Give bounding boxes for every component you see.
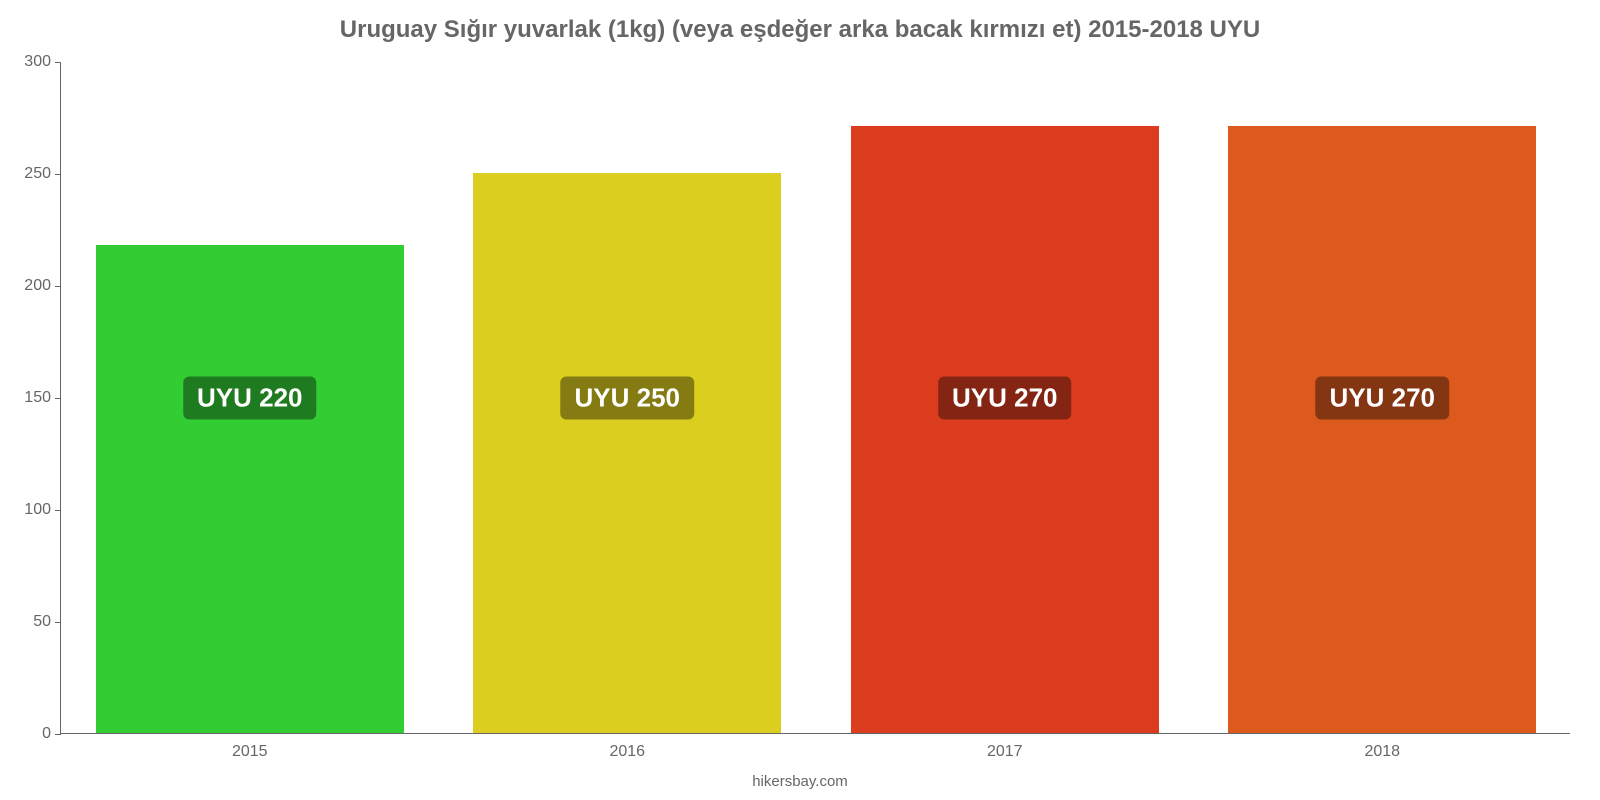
- bar-value-label: UYU 270: [938, 377, 1072, 420]
- bar-value-label: UYU 220: [183, 377, 317, 420]
- x-tick-label: 2018: [1364, 733, 1400, 761]
- bar-value-label: UYU 250: [561, 377, 695, 420]
- bar: [1228, 126, 1536, 733]
- y-tick-mark: [55, 286, 61, 287]
- y-tick-mark: [55, 510, 61, 511]
- bar-value-label: UYU 270: [1316, 377, 1450, 420]
- plot-area: 0501001502002503002015UYU 2202016UYU 250…: [60, 62, 1570, 734]
- bar: [96, 245, 404, 733]
- y-tick-mark: [55, 62, 61, 63]
- chart-container: Uruguay Sığır yuvarlak (1kg) (veya eşdeğ…: [0, 0, 1600, 800]
- footer-credit: hikersbay.com: [752, 773, 848, 790]
- chart-title: Uruguay Sığır yuvarlak (1kg) (veya eşdeğ…: [0, 0, 1600, 44]
- x-tick-label: 2017: [987, 733, 1023, 761]
- bar: [851, 126, 1159, 733]
- x-tick-label: 2015: [232, 733, 268, 761]
- x-tick-label: 2016: [609, 733, 645, 761]
- bar: [473, 173, 781, 733]
- y-tick-mark: [55, 622, 61, 623]
- y-tick-mark: [55, 398, 61, 399]
- y-tick-mark: [55, 174, 61, 175]
- y-tick-mark: [55, 734, 61, 735]
